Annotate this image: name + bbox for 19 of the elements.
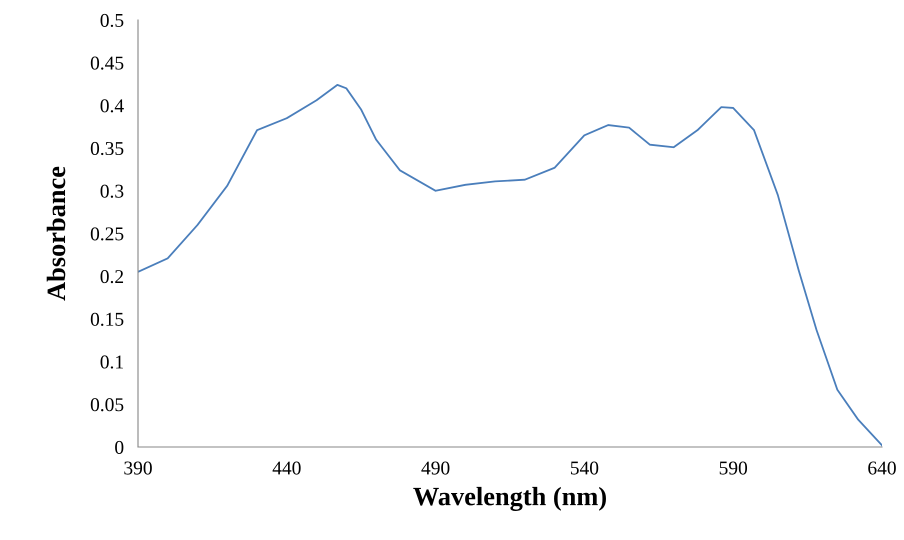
y-tick-label: 0.05: [90, 398, 124, 412]
y-tick-label: 0.3: [100, 184, 124, 198]
y-axis-title: Absorbance: [46, 166, 66, 301]
x-axis-title: Wavelength (nm): [413, 486, 606, 511]
y-tick-label: 0.15: [90, 312, 124, 326]
x-tick-label: 640: [868, 461, 896, 475]
y-tick-label: 0.2: [100, 270, 124, 284]
y-tick-label: 0.25: [90, 227, 124, 241]
y-tick-label: 0.1: [100, 355, 123, 369]
x-tick-label: 390: [124, 461, 152, 475]
y-tick-label: 0.5: [100, 14, 124, 28]
x-tick-label: 590: [720, 461, 748, 475]
y-tick-label: 0.35: [90, 142, 124, 156]
x-tick-label: 540: [570, 461, 598, 475]
y-tick-label: 0.4: [100, 99, 124, 112]
y-tick-label: 0: [115, 440, 124, 454]
y-tick-label: 0.45: [90, 56, 124, 70]
x-tick-label: 490: [421, 461, 450, 475]
x-tick-label: 440: [272, 461, 301, 475]
